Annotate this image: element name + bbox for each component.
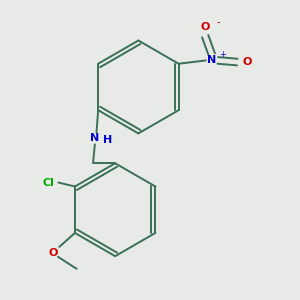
Text: O: O bbox=[243, 57, 252, 67]
Text: N: N bbox=[207, 56, 216, 65]
Text: O: O bbox=[200, 22, 210, 32]
Text: Cl: Cl bbox=[43, 178, 54, 188]
Text: O: O bbox=[49, 248, 58, 258]
Text: H: H bbox=[103, 135, 113, 145]
Text: +: + bbox=[219, 50, 226, 59]
Text: N: N bbox=[90, 134, 100, 143]
Text: -: - bbox=[216, 17, 220, 27]
